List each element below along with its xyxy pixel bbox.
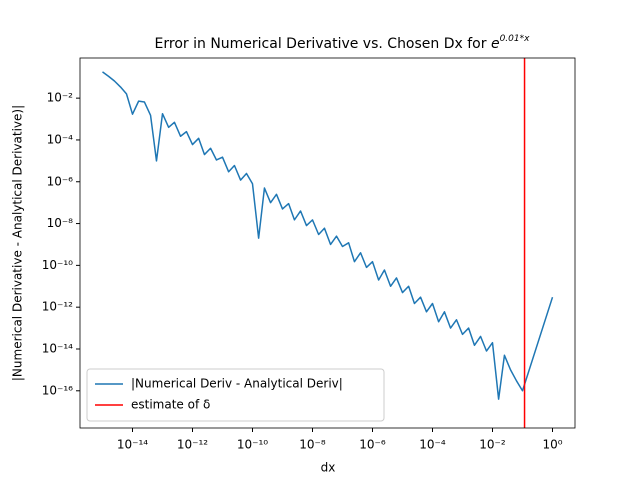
y-tick-label: 10⁻⁶ <box>47 174 74 188</box>
y-tick-label: 10⁻² <box>47 91 74 105</box>
legend-label: estimate of δ <box>131 398 210 412</box>
y-axis-label: |Numerical Derivative - Analytical Deriv… <box>11 105 25 381</box>
y-tick-label: 10⁻⁸ <box>47 216 74 230</box>
legend-label: |Numerical Deriv - Analytical Deriv| <box>131 377 343 391</box>
x-tick-label: 10⁻¹⁰ <box>237 438 268 452</box>
x-tick-label: 10⁻¹⁴ <box>117 438 148 452</box>
chart-title: Error in Numerical Derivative vs. Chosen… <box>155 34 531 53</box>
y-tick-label: 10⁻¹⁶ <box>42 383 73 397</box>
title-base: e <box>491 36 500 52</box>
y-tick-label: 10⁻¹⁴ <box>42 341 73 355</box>
title-exponent: 0.01*x <box>500 34 531 44</box>
legend: |Numerical Deriv - Analytical Deriv| esti… <box>86 368 385 422</box>
title-text: Error in Numerical Derivative vs. Chosen… <box>155 36 487 52</box>
x-tick-label: 10⁰ <box>542 438 562 452</box>
axes-frame <box>79 57 576 429</box>
y-tick-label: 10⁻⁴ <box>47 132 74 146</box>
legend-box <box>86 368 385 422</box>
x-axis-label: dx <box>321 461 336 475</box>
x-tick-label: 10⁻⁴ <box>419 438 446 452</box>
x-tick-label: 10⁻¹² <box>177 438 208 452</box>
y-tick-label: 10⁻¹² <box>42 300 73 314</box>
x-tick-label: 10⁻⁸ <box>299 438 326 452</box>
y-tick-label: 10⁻¹⁰ <box>42 258 73 272</box>
x-tick-label: 10⁻⁶ <box>359 438 386 452</box>
data-line <box>102 71 554 400</box>
x-tick-label: 10⁻² <box>479 438 506 452</box>
